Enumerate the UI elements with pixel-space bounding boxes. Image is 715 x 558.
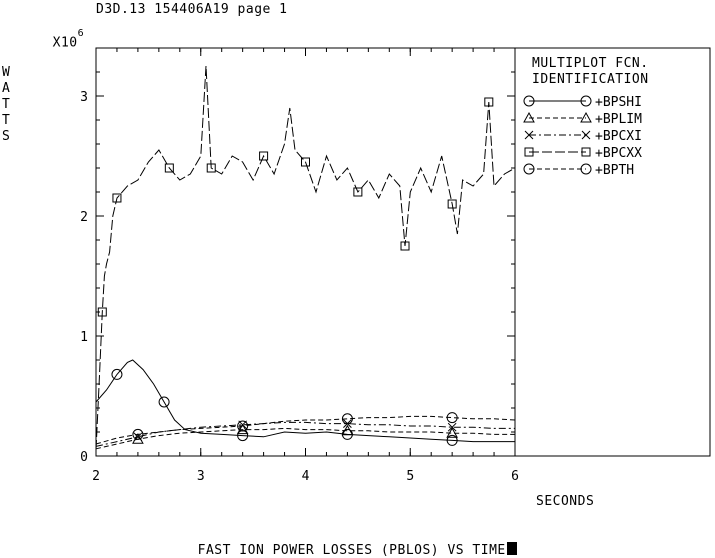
axis-ticks: 2 3 4 5 6 0 1 2 3 <box>80 47 519 484</box>
legend-entry: +BPCXX <box>524 146 642 161</box>
data-point-marker <box>132 428 144 440</box>
data-point-marker <box>112 193 122 203</box>
series-line <box>95 421 515 447</box>
data-point-marker <box>158 396 170 408</box>
series-line <box>95 415 516 445</box>
legend-marker-end <box>580 95 592 107</box>
series-bpth <box>95 412 516 445</box>
data-point-marker <box>446 434 458 446</box>
legend-heading-line1: MULTIPLOT FCN. <box>532 56 649 71</box>
data-point-marker <box>236 423 249 435</box>
y-axis-label-letter: S <box>2 129 11 144</box>
data-point-marker <box>206 163 216 173</box>
series-layer <box>95 65 516 451</box>
y-axis-label-letter: T <box>2 97 11 112</box>
x-axis-label: SECONDS <box>536 494 595 509</box>
chart-title-text: FAST ION POWER LOSSES (PBLOS) VS TIME <box>197 543 506 558</box>
legend-marker-end <box>580 111 592 123</box>
legend-label: +BPCXX <box>595 146 642 161</box>
legend-marker-start <box>524 130 534 140</box>
legend-label: +BPCXI <box>595 129 642 144</box>
series-line <box>95 359 515 443</box>
legend-heading-line2: IDENTIFICATION <box>532 72 649 87</box>
data-point-marker <box>446 427 458 438</box>
legend-marker-start <box>523 95 535 107</box>
legend-entry: +BPCXI <box>524 129 642 144</box>
legend-entry: +BPLIM <box>523 111 642 127</box>
legend-entry: +BPSHI <box>523 95 642 110</box>
data-point-marker <box>484 97 494 107</box>
y-axis-label-letter: W <box>2 65 11 80</box>
data-point-marker <box>447 199 457 209</box>
data-point-marker <box>301 157 310 167</box>
series-bpshi <box>95 359 515 446</box>
y-tick-label: 3 <box>80 90 88 105</box>
x-tick-label: 5 <box>406 469 414 484</box>
chart-title: FAST ION POWER LOSSES (PBLOS) VS TIME <box>181 529 517 557</box>
data-point-marker <box>447 422 457 432</box>
legend-label: +BPLIM <box>595 112 642 127</box>
text-cursor <box>506 542 517 555</box>
legend-layer: +BPSHI +BPLIM +BPCXI +BPCXX +BPTH <box>523 95 642 178</box>
series-bplim <box>95 423 515 450</box>
data-point-marker <box>133 432 143 442</box>
legend-label: +BPTH <box>595 163 634 178</box>
legend-marker-start <box>524 147 534 157</box>
y-axis-label-letter: A <box>2 81 11 96</box>
legend-marker-end <box>581 147 591 157</box>
data-point-marker <box>446 412 458 424</box>
series-bpcxx <box>95 65 516 451</box>
y-tick-label: 0 <box>80 450 88 465</box>
x-tick-label: 3 <box>197 469 205 484</box>
y-multiplier: X106 <box>36 21 85 51</box>
legend-marker-end <box>580 163 592 175</box>
legend-marker-start <box>523 163 535 175</box>
x-tick-label: 2 <box>92 469 100 484</box>
x-tick-label: 4 <box>302 469 310 484</box>
series-line <box>95 427 515 450</box>
data-point-marker <box>341 424 354 436</box>
legend-box <box>514 47 711 457</box>
legend-marker-end <box>581 130 591 140</box>
y-multiplier-exponent: 6 <box>77 28 85 39</box>
data-point-marker <box>259 151 269 161</box>
chart-canvas: 2 3 4 5 6 0 1 2 3 +BPSHI +BPLIM +BPCXI +BPCXX +BPTH <box>80 47 711 484</box>
x-tick-label: 6 <box>511 469 519 484</box>
plot-area-frame <box>95 47 516 457</box>
page-header: D3D.13 154406A19 page 1 <box>96 2 288 17</box>
data-point-marker <box>97 307 107 317</box>
y-multiplier-base: X10 <box>52 35 78 51</box>
legend-entry: +BPTH <box>523 163 634 178</box>
data-point-marker <box>353 187 363 197</box>
y-tick-label: 1 <box>80 330 88 345</box>
data-point-marker <box>164 163 174 173</box>
y-tick-label: 2 <box>80 210 88 225</box>
data-point-marker <box>400 241 410 251</box>
data-point-marker <box>237 420 249 432</box>
data-point-marker <box>341 413 353 425</box>
y-axis-label-letter: T <box>2 113 11 128</box>
data-point-marker <box>111 368 123 380</box>
series-line <box>95 65 516 451</box>
legend-marker-start <box>523 111 535 123</box>
legend-label: +BPSHI <box>595 95 642 110</box>
